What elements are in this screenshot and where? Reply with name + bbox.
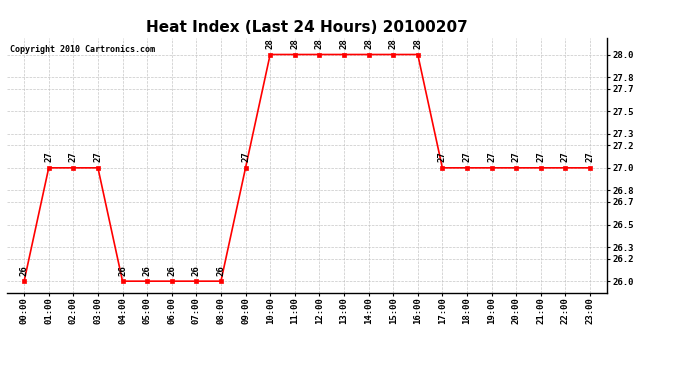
Text: 27: 27 bbox=[487, 152, 496, 162]
Text: 27: 27 bbox=[93, 152, 102, 162]
Text: 28: 28 bbox=[413, 38, 422, 49]
Text: 26: 26 bbox=[19, 265, 28, 276]
Text: 28: 28 bbox=[266, 38, 275, 49]
Text: 28: 28 bbox=[290, 38, 299, 49]
Text: 26: 26 bbox=[192, 265, 201, 276]
Title: Heat Index (Last 24 Hours) 20100207: Heat Index (Last 24 Hours) 20100207 bbox=[146, 20, 468, 35]
Text: 26: 26 bbox=[143, 265, 152, 276]
Text: 27: 27 bbox=[512, 152, 521, 162]
Text: 27: 27 bbox=[536, 152, 545, 162]
Text: 27: 27 bbox=[241, 152, 250, 162]
Text: 27: 27 bbox=[44, 152, 53, 162]
Text: 28: 28 bbox=[339, 38, 348, 49]
Text: 26: 26 bbox=[167, 265, 176, 276]
Text: 27: 27 bbox=[586, 152, 595, 162]
Text: 27: 27 bbox=[69, 152, 78, 162]
Text: 27: 27 bbox=[438, 152, 447, 162]
Text: 27: 27 bbox=[462, 152, 471, 162]
Text: 26: 26 bbox=[217, 265, 226, 276]
Text: 28: 28 bbox=[388, 38, 397, 49]
Text: 28: 28 bbox=[364, 38, 373, 49]
Text: 28: 28 bbox=[315, 38, 324, 49]
Text: Copyright 2010 Cartronics.com: Copyright 2010 Cartronics.com bbox=[10, 45, 155, 54]
Text: 27: 27 bbox=[561, 152, 570, 162]
Text: 26: 26 bbox=[118, 265, 127, 276]
